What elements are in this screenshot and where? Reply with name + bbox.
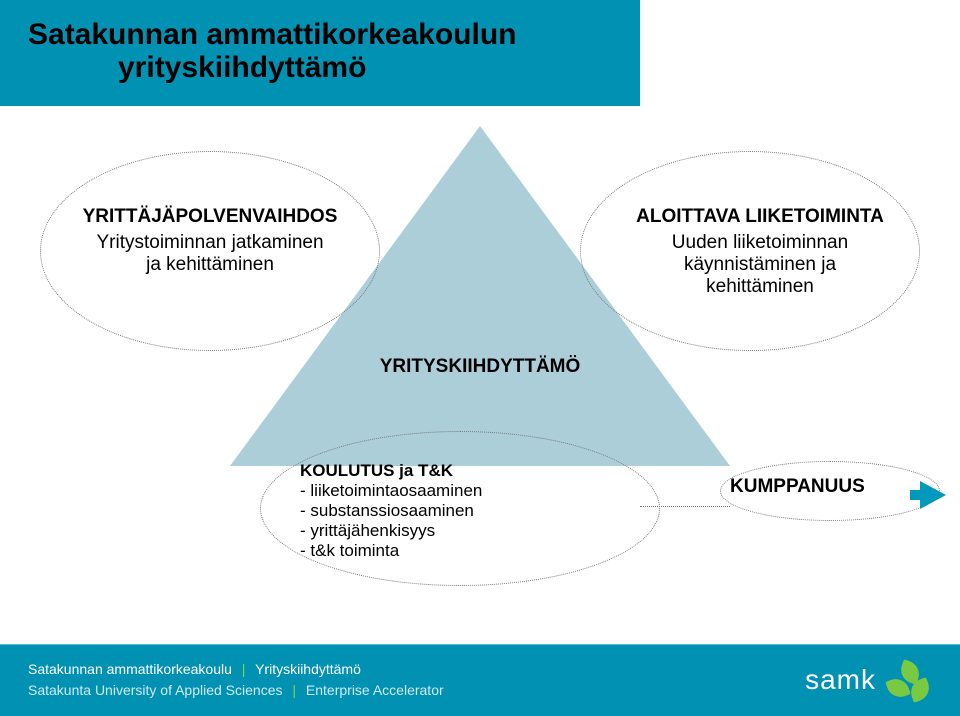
footer-row1-right: Yrityskiihdyttämö [255,661,361,677]
title-line-1: Satakunnan ammattikorkeakoulun [28,18,516,51]
left-line-1: Yritystoiminnan jatkaminen [60,232,360,254]
diagram-area: YRITTÄJÄPOLVENVAIHDOS Yritystoiminnan ja… [0,106,960,626]
title-line-2: yrityskiihdyttämö [28,51,366,84]
bottom-item-2: - yrittäjähenkisyys [300,521,620,541]
left-line-2: ja kehittäminen [60,254,360,276]
bottom-item-1: - substanssiosaaminen [300,501,620,521]
bottom-heading: KOULUTUS ja T&K [300,461,620,481]
center-label: YRITYSKIIHDYTTÄMÖ [330,356,630,378]
left-block: YRITTÄJÄPOLVENVAIHDOS Yritystoiminnan ja… [60,206,360,276]
right-heading: ALOITTAVA LIIKETOIMINTA [600,206,920,228]
footer-sep-2: | [292,682,296,698]
kumppanuus-label: KUMPPANUUS [730,476,865,498]
footer-row-1: Satakunnan ammattikorkeakoulu | Yrityski… [28,659,932,680]
logo-leaf-icon [886,658,932,702]
right-block: ALOITTAVA LIIKETOIMINTA Uuden liiketoimi… [600,206,920,298]
bottom-item-0: - liiketoimintaosaaminen [300,481,620,501]
footer-row2-right: Enterprise Accelerator [306,682,444,698]
samk-logo: samk [805,658,932,702]
dotted-connector [640,506,730,507]
footer-row1-left: Satakunnan ammattikorkeakoulu [28,661,232,677]
right-line-2: käynnistäminen ja [600,254,920,276]
right-line-1: Uuden liiketoiminnan [600,232,920,254]
right-line-3: kehittäminen [600,276,920,298]
bottom-item-3: - t&k toiminta [300,541,620,561]
footer-row-2: Satakunta University of Applied Sciences… [28,680,932,701]
page-title: Satakunnan ammattikorkeakoulun yrityskii… [28,18,612,84]
left-heading: YRITTÄJÄPOLVENVAIHDOS [60,206,360,228]
footer: Satakunnan ammattikorkeakoulu | Yrityski… [0,638,960,716]
footer-sep-1: | [242,661,246,677]
logo-text: samk [805,664,876,696]
arrow-right-icon [920,481,946,509]
title-bar: Satakunnan ammattikorkeakoulun yrityskii… [0,0,640,106]
footer-row2-left: Satakunta University of Applied Sciences [28,682,282,698]
bottom-block: KOULUTUS ja T&K - liiketoimintaosaaminen… [300,461,620,561]
